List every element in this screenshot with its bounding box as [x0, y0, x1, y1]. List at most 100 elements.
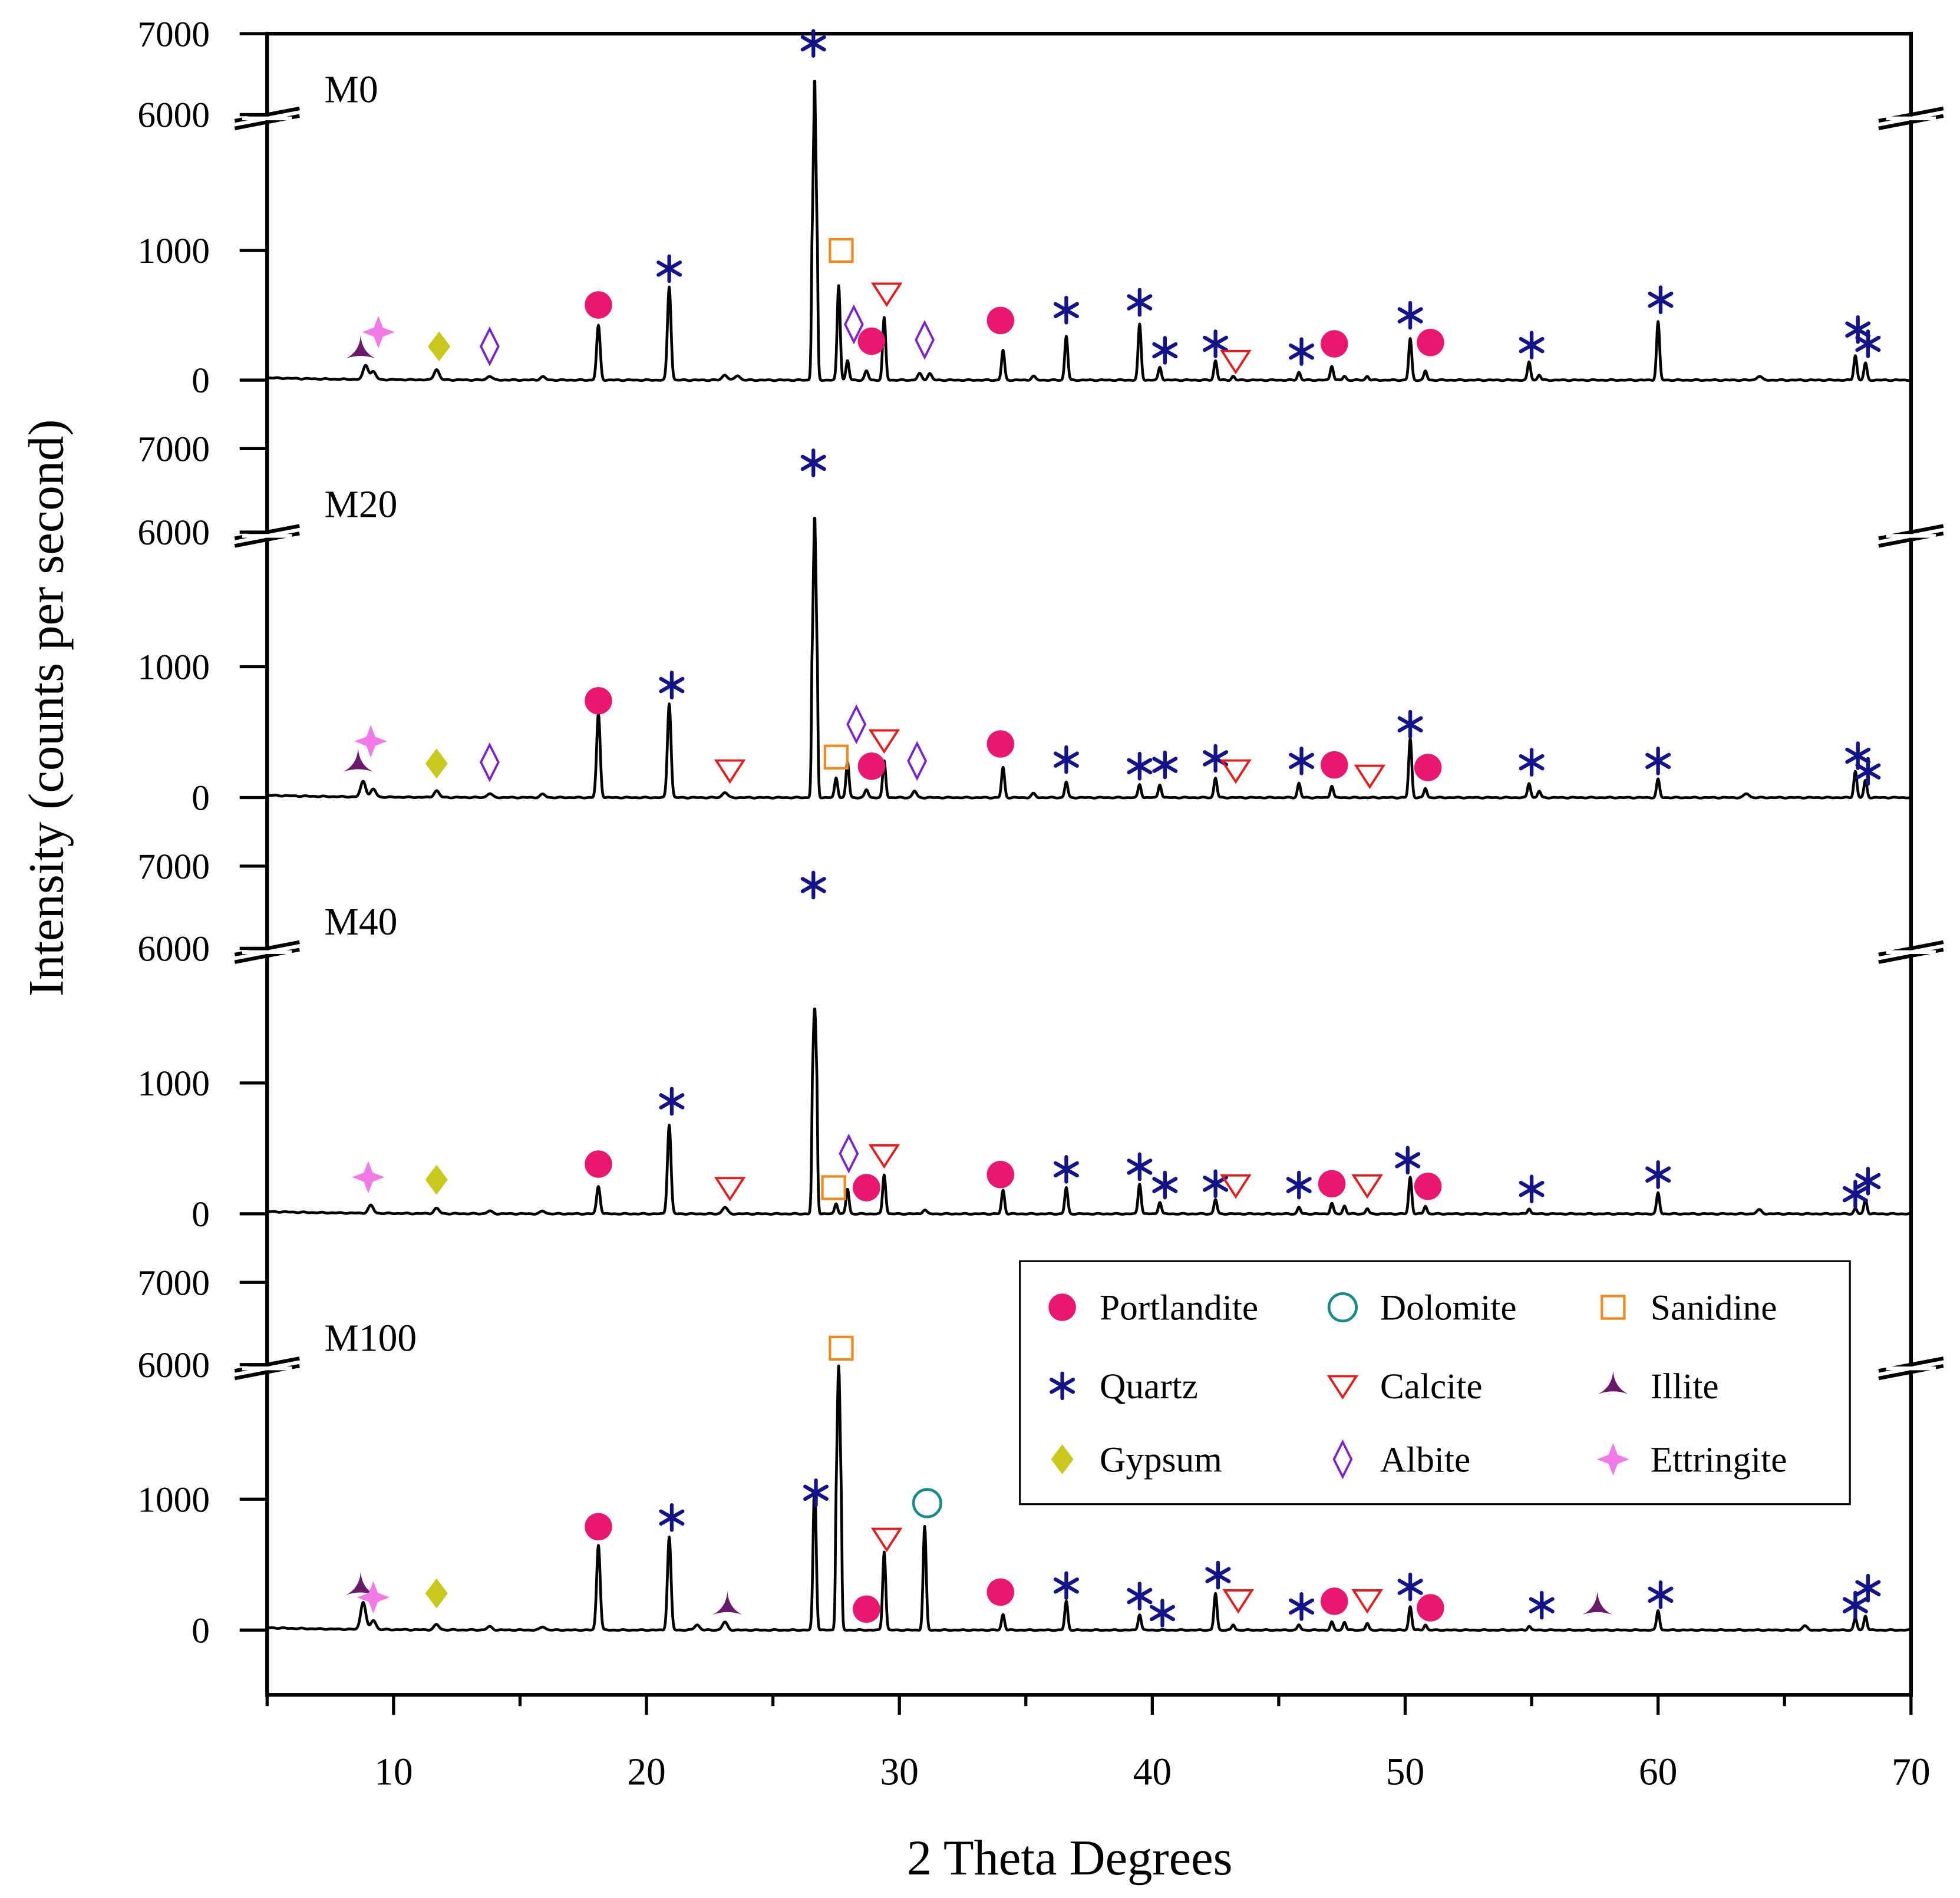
panel-M40: 0 1000 6000 7000 M40 — [137, 847, 1944, 1234]
y-tick-label: 6000 — [137, 513, 210, 553]
marker-portlandite — [1417, 328, 1444, 357]
marker-portlandite — [1321, 330, 1348, 358]
marker-calcite — [714, 759, 746, 784]
marker-albite — [846, 704, 867, 745]
legend-item-illite: Illite — [1598, 1366, 1719, 1407]
marker-calcite — [870, 1527, 903, 1553]
marker-sanidine — [821, 1175, 846, 1200]
marker-quartz — [1286, 1170, 1312, 1200]
marker-quartz — [1648, 1580, 1674, 1609]
marker-quartz — [1203, 1169, 1229, 1199]
marker-quartz — [1205, 1560, 1231, 1590]
marker-quartz — [1150, 1599, 1175, 1628]
marker-quartz — [1855, 1167, 1881, 1196]
marker-albite — [480, 326, 500, 367]
y-tick-label: 1000 — [137, 231, 210, 271]
legend: Portlandite Dolomite Sanidine Quartz Calcite… — [1019, 1260, 1851, 1506]
y-tick-label: 7000 — [137, 1263, 210, 1303]
marker-sanidine — [823, 744, 849, 770]
marker-ettringite — [357, 1581, 390, 1614]
marker-portlandite — [853, 1174, 880, 1201]
marker-quartz — [1152, 1170, 1178, 1200]
panel-M20: 0 1000 6000 7000 M20 — [137, 430, 1944, 818]
legend-marker-sanidine — [1601, 1295, 1626, 1320]
legend-item-portlandite: Portlandite — [1048, 1288, 1258, 1328]
marker-calcite — [1351, 1174, 1383, 1199]
marker-quartz — [1842, 1180, 1868, 1209]
marker-calcite — [1220, 1174, 1252, 1199]
marker-calcite — [1354, 764, 1386, 790]
legend-label: Albite — [1380, 1440, 1470, 1480]
marker-gypsum — [425, 1164, 448, 1195]
y-tick-label: 1000 — [137, 648, 210, 688]
marker-quartz — [1152, 750, 1178, 780]
marker-calcite — [1222, 1589, 1255, 1614]
x-tick-label: 70 — [1892, 1751, 1931, 1794]
y-axis-label: Intensity (counts per second) — [19, 420, 74, 996]
marker-albite — [839, 1133, 859, 1174]
marker-illite — [1582, 1591, 1613, 1615]
legend-label: Sanidine — [1651, 1288, 1777, 1328]
marker-sanidine — [829, 237, 854, 263]
legend-marker-dolomite — [1327, 1292, 1358, 1323]
marker-quartz — [1203, 744, 1229, 773]
marker-dolomite — [912, 1488, 942, 1519]
marker-quartz — [1289, 337, 1315, 366]
legend-marker-ettringite — [1596, 1443, 1629, 1476]
panel-label: M100 — [325, 1318, 417, 1360]
marker-quartz — [656, 254, 682, 283]
legend-label: Ettringite — [1651, 1440, 1787, 1480]
marker-quartz — [1842, 1590, 1868, 1620]
marker-quartz — [800, 448, 826, 477]
x-axis-label: 2 Theta Degrees — [907, 1831, 1233, 1886]
marker-ettringite — [362, 316, 395, 349]
marker-quartz — [1397, 709, 1423, 739]
marker-gypsum — [425, 748, 448, 779]
marker-albite — [844, 304, 864, 345]
legend-marker-calcite — [1327, 1375, 1359, 1400]
marker-quartz — [1519, 1174, 1545, 1204]
y-tick-label: 7000 — [137, 430, 210, 470]
marker-calcite — [1220, 349, 1252, 375]
marker-quartz — [1648, 285, 1674, 314]
marker-calcite — [868, 1144, 900, 1169]
legend-item-albite: Albite — [1332, 1439, 1470, 1480]
x-tick-label: 40 — [1133, 1751, 1172, 1794]
marker-albite — [907, 741, 928, 781]
marker-quartz — [1152, 336, 1178, 365]
marker-albite — [480, 742, 500, 783]
legend-item-dolomite: Dolomite — [1327, 1288, 1517, 1328]
marker-quartz — [1053, 1155, 1079, 1184]
marker-portlandite — [585, 1150, 612, 1178]
y-tick-label: 1000 — [137, 1480, 210, 1520]
legend-label: Calcite — [1380, 1366, 1483, 1407]
panel-M0: 0 1000 6000 7000 M0 — [137, 14, 1944, 401]
legend-marker-portlandite — [1048, 1293, 1076, 1321]
marker-portlandite — [1414, 754, 1442, 781]
y-tick-label: 0 — [192, 1194, 210, 1234]
panel-M100: 0 1000 6000 7000 M100 — [137, 1263, 1944, 1651]
pattern-line-M40 — [266, 1007, 1912, 1216]
y-tick-label: 6000 — [137, 95, 210, 136]
panel-label: M0 — [325, 68, 378, 111]
marker-quartz — [1053, 1571, 1079, 1600]
legend-marker-quartz — [1050, 1371, 1075, 1401]
marker-gypsum — [425, 1578, 448, 1609]
legend-item-gypsum: Gypsum — [1051, 1440, 1222, 1480]
marker-portlandite — [853, 1595, 880, 1623]
marker-quartz — [659, 1087, 685, 1116]
y-tick-label: 0 — [192, 778, 210, 818]
pattern-line-M0 — [266, 80, 1912, 382]
y-tick-label: 0 — [192, 1610, 210, 1651]
plot-area-border — [265, 31, 1913, 1697]
marker-quartz — [659, 671, 685, 699]
legend-label: Portlandite — [1100, 1288, 1258, 1328]
legend-marker-albite — [1332, 1439, 1353, 1480]
marker-portlandite — [1321, 751, 1348, 779]
marker-calcite — [868, 729, 900, 754]
legend-marker-gypsum — [1051, 1444, 1074, 1474]
marker-portlandite — [585, 686, 612, 715]
x-tick-label: 20 — [627, 1751, 666, 1794]
y-tick-label: 1000 — [137, 1064, 210, 1104]
marker-quartz — [1053, 745, 1079, 774]
